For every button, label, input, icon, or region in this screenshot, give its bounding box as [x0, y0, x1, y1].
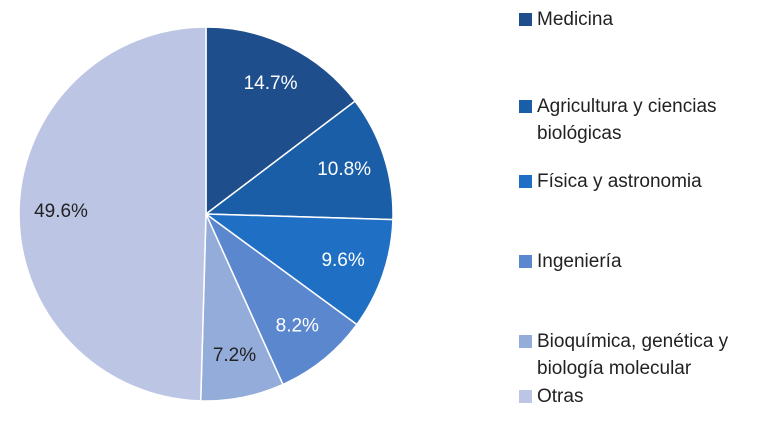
pie-slice — [203, 213, 394, 326]
pie-slice — [205, 26, 357, 216]
legend-swatch — [519, 175, 532, 188]
legend-entry: Otras — [519, 383, 781, 410]
legend-swatch — [519, 390, 532, 403]
pie-slice — [18, 26, 207, 402]
legend-entry: Ingeniería — [519, 248, 781, 275]
legend-label: Otras — [537, 386, 584, 407]
data-label: 49.6% — [34, 201, 88, 222]
legend-swatch — [519, 255, 532, 268]
legend-label: Agricultura y ciencias biológicas — [537, 96, 717, 144]
legend-swatch — [519, 335, 532, 348]
legend-swatch — [519, 13, 532, 26]
legend-label: Bioquímica, genética y biología molecula… — [537, 331, 729, 379]
legend-entry: Bioquímica, genética y biología molecula… — [519, 328, 781, 382]
pie-slice — [203, 100, 394, 221]
legend-label: Ingeniería — [537, 251, 622, 272]
data-label: 8.2% — [276, 316, 319, 337]
legend-label: Medicina — [537, 9, 614, 30]
legend-swatch — [519, 100, 532, 113]
pie-slice — [204, 211, 358, 386]
legend-entry: Medicina — [519, 6, 781, 33]
legend-entry: Física y astronomia — [519, 168, 781, 195]
data-label: 9.6% — [321, 250, 364, 271]
legend-label: Física y astronomia — [537, 171, 702, 192]
data-label: 7.2% — [213, 345, 256, 366]
legend-entry: Agricultura y ciencias biológicas — [519, 93, 781, 147]
data-label: 14.7% — [244, 73, 298, 94]
data-label: 10.8% — [317, 159, 371, 180]
